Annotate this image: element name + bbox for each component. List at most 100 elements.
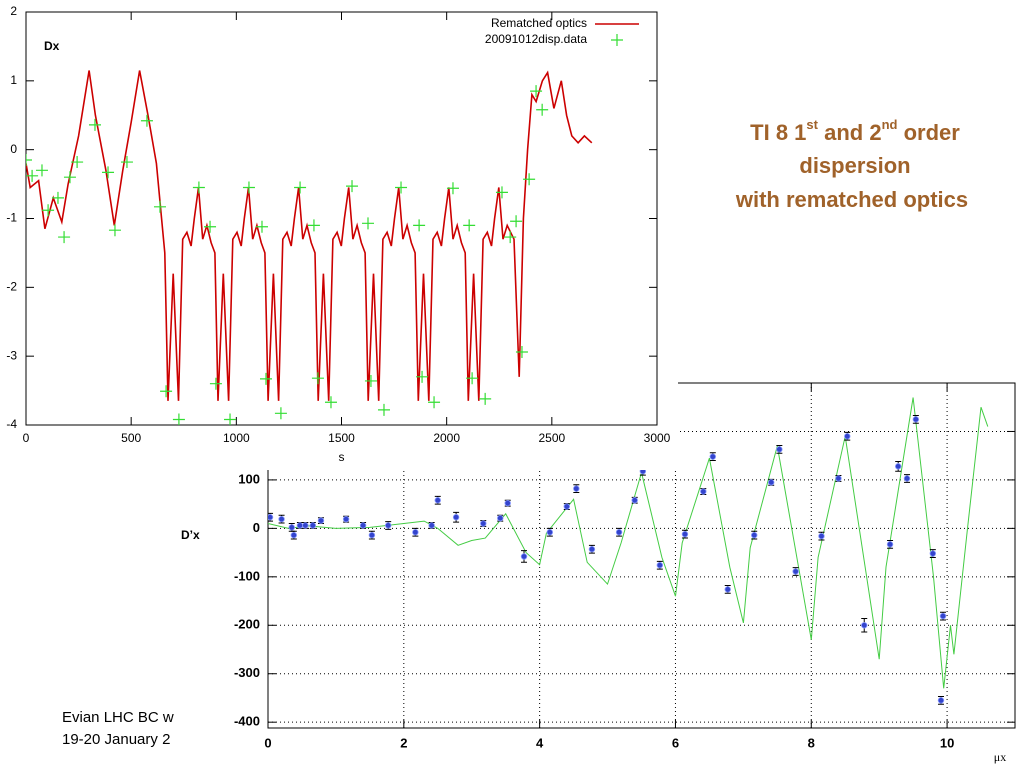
data-point (302, 522, 309, 529)
annotation: Dx (44, 39, 60, 53)
x-tick-label: 3000 (644, 431, 671, 445)
y-tick-label: 100 (238, 471, 260, 486)
data-point (724, 586, 731, 593)
y-tick-label: 1 (10, 73, 17, 87)
chart-dx: -4 -3 -2 -1 0 1 2 0 500 1000 1500 2000 2500 3000 Remat… (6, 4, 670, 464)
data-point (615, 529, 623, 536)
y-tick-label: 0 (10, 142, 17, 156)
data-point (71, 156, 84, 169)
data-point (294, 181, 307, 194)
side-title: with rematched optics (735, 187, 968, 212)
data-point (172, 413, 185, 425)
plot-area (268, 397, 989, 705)
data-point (307, 219, 320, 232)
data-point (504, 231, 517, 244)
data-point (278, 515, 285, 523)
data-point (903, 475, 911, 482)
data-point (192, 181, 205, 194)
data-point (446, 182, 459, 195)
data-point (894, 463, 902, 470)
data-point (209, 377, 222, 390)
data-point (768, 479, 775, 486)
data-point (563, 503, 570, 510)
data-point (288, 524, 295, 531)
y-tick-label: -3 (6, 348, 17, 362)
x-tick-label: 2500 (538, 431, 565, 445)
data-point (88, 118, 101, 131)
data-point (536, 103, 549, 116)
chart-background (0, 0, 678, 470)
data-point (912, 416, 920, 423)
data-point (102, 166, 115, 179)
data-point (792, 568, 799, 575)
data-point (384, 522, 392, 529)
data-point (140, 114, 153, 127)
data-point (290, 531, 298, 539)
x-tick-label: 8 (808, 735, 815, 750)
data-line (26, 70, 593, 401)
footer-line: Evian LHC BC w (62, 709, 174, 726)
x-tick-label: 2 (400, 735, 407, 750)
data-point (520, 553, 528, 560)
data-point (466, 372, 479, 385)
side-text: order (897, 120, 960, 145)
x-axis-label: μx (994, 750, 1006, 764)
data-point (311, 372, 324, 385)
data-point (153, 200, 166, 213)
data-point (395, 181, 408, 194)
data-point (317, 517, 325, 524)
data-point (937, 697, 945, 704)
data-point (428, 396, 441, 409)
x-tick-label: 500 (121, 431, 141, 445)
x-tick-label: 1500 (328, 431, 355, 445)
data-point (504, 499, 511, 507)
data-point (342, 515, 350, 523)
y-tick-label: -1 (6, 211, 17, 225)
data-point (510, 215, 523, 228)
data-point (776, 446, 783, 453)
data-point (368, 531, 376, 539)
data-point (656, 561, 664, 569)
legend-swatch (611, 34, 623, 46)
side-text: TI 8 1 (750, 120, 806, 145)
data-point (818, 532, 825, 540)
data-point (35, 164, 48, 177)
data-point (523, 173, 536, 186)
data-point (452, 514, 460, 521)
data-point (835, 475, 842, 482)
side-title: TI 8 1st and 2nd order (750, 117, 960, 144)
data-point (416, 370, 429, 383)
data-point (886, 541, 894, 548)
data-point (495, 186, 508, 199)
data-point (58, 231, 71, 244)
data-point (51, 191, 64, 204)
data-point (709, 453, 717, 460)
y-tick-label: 2 (10, 4, 17, 18)
data-point (204, 220, 217, 233)
x-tick-label: 4 (536, 735, 544, 750)
data-point (515, 346, 528, 359)
x-tick-label: 0 (23, 431, 30, 445)
data-point (377, 403, 390, 416)
side-text: nd (882, 117, 898, 132)
data-point (324, 396, 337, 409)
data-point (309, 522, 317, 529)
data-point (463, 219, 476, 232)
y-tick-label: -300 (234, 665, 260, 680)
data-point (681, 530, 689, 538)
data-point (479, 392, 492, 405)
data-point (242, 181, 255, 194)
data-point (700, 488, 707, 495)
data-point (296, 522, 304, 529)
data-point (120, 156, 133, 169)
y-tick-label: 0 (253, 520, 260, 535)
data-point (929, 550, 937, 557)
y-tick-label: -4 (6, 417, 17, 431)
data-point (26, 153, 32, 166)
data-point (939, 612, 947, 620)
footer-line: 19-20 January 2 (62, 731, 170, 748)
side-text: st (806, 117, 818, 132)
data-point (359, 522, 367, 529)
data-point (42, 204, 55, 217)
